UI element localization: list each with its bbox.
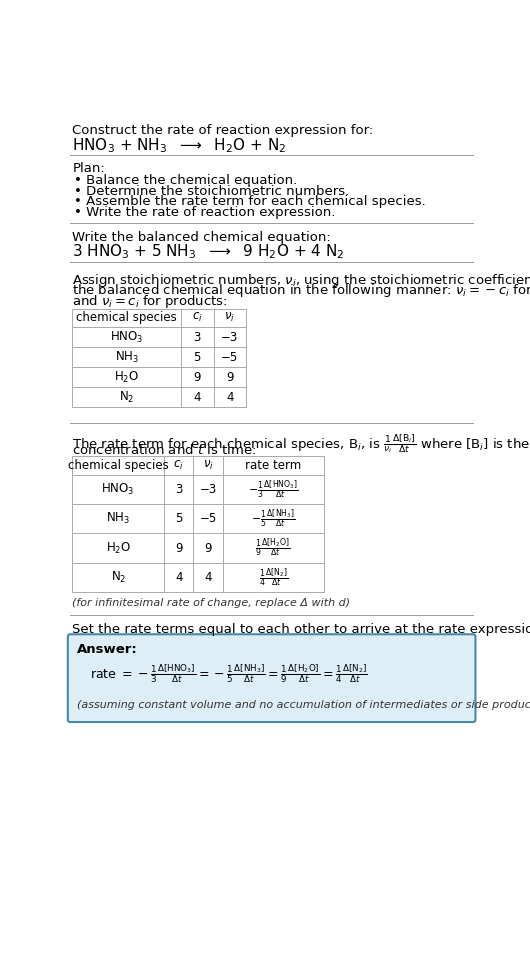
Text: 9: 9 <box>226 370 234 383</box>
Text: 9: 9 <box>205 542 212 555</box>
Text: • Write the rate of reaction expression.: • Write the rate of reaction expression. <box>74 206 335 220</box>
Text: 3 HNO$_3$ + 5 NH$_3$  $\longrightarrow$  9 H$_2$O + 4 N$_2$: 3 HNO$_3$ + 5 NH$_3$ $\longrightarrow$ 9… <box>73 242 345 261</box>
Text: Plan:: Plan: <box>73 163 105 175</box>
Text: rate term: rate term <box>245 460 301 472</box>
Text: −5: −5 <box>221 351 238 364</box>
Text: • Determine the stoichiometric numbers.: • Determine the stoichiometric numbers. <box>74 184 349 198</box>
Text: (for infinitesimal rate of change, replace Δ with d): (for infinitesimal rate of change, repla… <box>73 598 350 608</box>
Text: H$_2$O: H$_2$O <box>114 369 139 384</box>
Text: $-\frac{1}{5}\frac{\Delta[\mathrm{NH_3}]}{\Delta t}$: $-\frac{1}{5}\frac{\Delta[\mathrm{NH_3}]… <box>251 508 295 530</box>
Text: chemical species: chemical species <box>76 312 177 324</box>
Bar <box>73 457 323 592</box>
Text: H$_2$O: H$_2$O <box>105 541 131 556</box>
Text: −3: −3 <box>199 483 217 496</box>
Text: HNO$_3$ + NH$_3$  $\longrightarrow$  H$_2$O + N$_2$: HNO$_3$ + NH$_3$ $\longrightarrow$ H$_2$… <box>73 136 287 155</box>
Text: −3: −3 <box>221 330 238 344</box>
Text: 5: 5 <box>193 351 201 364</box>
Text: 4: 4 <box>205 570 212 584</box>
Text: $\nu_i$: $\nu_i$ <box>202 459 214 472</box>
Text: 3: 3 <box>175 483 182 496</box>
Text: $\frac{1}{4}\frac{\Delta[\mathrm{N_2}]}{\Delta t}$: $\frac{1}{4}\frac{\Delta[\mathrm{N_2}]}{… <box>259 565 288 589</box>
Text: 9: 9 <box>175 542 182 555</box>
Text: HNO$_3$: HNO$_3$ <box>110 329 144 345</box>
FancyBboxPatch shape <box>68 634 475 722</box>
Text: (assuming constant volume and no accumulation of intermediates or side products): (assuming constant volume and no accumul… <box>77 700 530 710</box>
Text: $\frac{1}{9}\frac{\Delta[\mathrm{H_2O}]}{\Delta t}$: $\frac{1}{9}\frac{\Delta[\mathrm{H_2O}]}… <box>255 537 291 560</box>
Text: Answer:: Answer: <box>77 643 138 656</box>
Text: 4: 4 <box>175 570 182 584</box>
Text: The rate term for each chemical species, B$_i$, is $\frac{1}{\nu_i}\frac{\Delta[: The rate term for each chemical species,… <box>73 432 530 455</box>
Text: −5: −5 <box>199 513 217 525</box>
Text: the balanced chemical equation in the following manner: $\nu_i = -c_i$ for react: the balanced chemical equation in the fo… <box>73 282 530 299</box>
Text: Construct the rate of reaction expression for:: Construct the rate of reaction expressio… <box>73 123 374 137</box>
Text: $-\frac{1}{3}\frac{\Delta[\mathrm{HNO_3}]}{\Delta t}$: $-\frac{1}{3}\frac{\Delta[\mathrm{HNO_3}… <box>248 478 298 501</box>
Bar <box>73 309 246 407</box>
Text: Write the balanced chemical equation:: Write the balanced chemical equation: <box>73 231 331 244</box>
Text: N$_2$: N$_2$ <box>119 390 135 405</box>
Text: concentration and $t$ is time:: concentration and $t$ is time: <box>73 443 257 457</box>
Text: $c_i$: $c_i$ <box>192 312 202 324</box>
Text: rate $= -\frac{1}{3}\frac{\Delta[\mathrm{HNO_3}]}{\Delta t}= -\frac{1}{5}\frac{\: rate $= -\frac{1}{3}\frac{\Delta[\mathrm… <box>90 662 367 685</box>
Text: • Balance the chemical equation.: • Balance the chemical equation. <box>74 173 297 187</box>
Text: NH$_3$: NH$_3$ <box>106 512 130 526</box>
Text: NH$_3$: NH$_3$ <box>115 350 139 365</box>
Text: 4: 4 <box>193 391 201 404</box>
Text: • Assemble the rate term for each chemical species.: • Assemble the rate term for each chemic… <box>74 195 426 209</box>
Text: 3: 3 <box>193 330 201 344</box>
Text: 4: 4 <box>226 391 234 404</box>
Text: Assign stoichiometric numbers, $\nu_i$, using the stoichiometric coefficients, $: Assign stoichiometric numbers, $\nu_i$, … <box>73 271 530 288</box>
Text: $\nu_i$: $\nu_i$ <box>224 312 235 324</box>
Text: 5: 5 <box>175 513 182 525</box>
Text: N$_2$: N$_2$ <box>110 569 126 585</box>
Text: and $\nu_i = c_i$ for products:: and $\nu_i = c_i$ for products: <box>73 293 228 310</box>
Text: HNO$_3$: HNO$_3$ <box>101 482 135 497</box>
Text: chemical species: chemical species <box>68 460 169 472</box>
Text: $c_i$: $c_i$ <box>173 459 184 472</box>
Text: Set the rate terms equal to each other to arrive at the rate expression:: Set the rate terms equal to each other t… <box>73 622 530 636</box>
Text: 9: 9 <box>193 370 201 383</box>
